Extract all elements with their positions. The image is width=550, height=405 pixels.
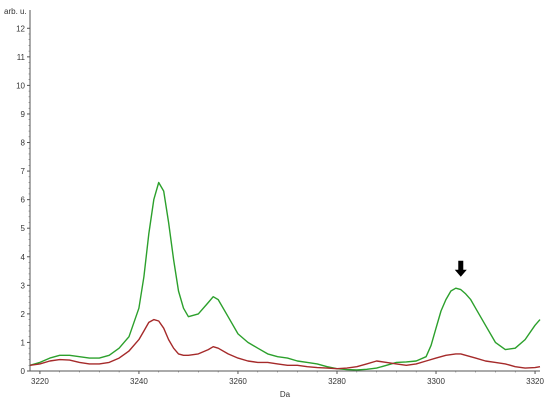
y-tick-label: 8	[21, 139, 26, 148]
y-tick-label: 7	[21, 167, 26, 176]
x-tick-label: 3280	[328, 377, 346, 386]
y-tick-label: 12	[16, 24, 25, 33]
x-tick-label: 3300	[427, 377, 445, 386]
series-line-2	[29, 318, 541, 370]
x-axis-ticks: 3220 3240 3260 3280 3300 3320	[31, 371, 544, 386]
series-group	[29, 181, 541, 371]
y-tick-label: 1	[21, 338, 26, 347]
x-tick-label: 3260	[229, 377, 247, 386]
x-tick-label: 3320	[526, 377, 544, 386]
y-tick-label: 0	[21, 367, 26, 376]
y-tick-label: 2	[21, 310, 26, 319]
y-tick-label: 6	[21, 196, 26, 205]
y-tick-label: 9	[21, 110, 26, 119]
y-tick-label: 3	[21, 281, 26, 290]
x-axis-label: Da	[280, 390, 291, 399]
annotation-group	[454, 260, 467, 277]
y-tick-label: 5	[21, 224, 26, 233]
y-axis-label: arb. u.	[4, 7, 27, 16]
y-tick-label: 10	[16, 81, 25, 90]
y-tick-label: 4	[21, 253, 26, 262]
peak-arrow-icon	[454, 260, 467, 277]
x-tick-label: 3220	[31, 377, 49, 386]
series-line-1	[29, 181, 541, 371]
x-tick-label: 3240	[130, 377, 148, 386]
y-tick-label: 11	[17, 53, 26, 62]
